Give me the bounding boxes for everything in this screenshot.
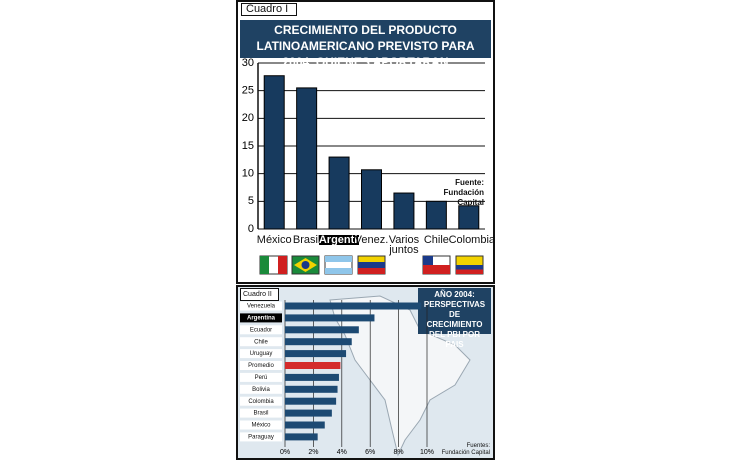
bar <box>285 302 422 310</box>
bar <box>285 373 339 381</box>
bar <box>285 397 337 405</box>
title-band <box>418 288 491 334</box>
y-tick-label: Argentina <box>247 315 276 321</box>
x-tick-label: México <box>256 234 292 246</box>
note: Fuente: Fundación Capital <box>443 178 484 207</box>
x-tick-label: Venez. <box>354 234 389 246</box>
label-box <box>240 325 282 335</box>
y-tick-label: Paraguay <box>248 434 274 440</box>
label-box <box>240 432 282 442</box>
x-tick-label: 4% <box>337 449 347 456</box>
x-tick-label: 2% <box>308 449 318 456</box>
bar <box>458 205 480 230</box>
label-box <box>240 301 282 311</box>
x-tick-label: 6% <box>365 449 375 456</box>
chart-title: CRECIMIENTO DEL PRODUCTO LATINOAMERICANO… <box>256 23 475 69</box>
x-tick-label: Colombia <box>448 234 496 246</box>
label-box <box>240 337 282 347</box>
label-box <box>240 313 282 323</box>
label-box <box>240 408 282 418</box>
y-tick-label: Colombia <box>248 399 274 405</box>
y-tick-label: 15 <box>242 140 254 152</box>
label-box <box>240 396 282 406</box>
bar <box>263 75 285 230</box>
y-tick-label: 30 <box>242 57 254 69</box>
x-tick-label: Argentina <box>318 234 371 246</box>
chart-header: Cuadro II <box>240 288 279 301</box>
y-tick-label: Brasil <box>253 411 268 417</box>
y-tick-label: Venezuela <box>247 304 276 310</box>
bar <box>285 314 375 322</box>
label-box <box>240 361 282 370</box>
y-tick-label: 5 <box>248 195 254 207</box>
x-tick-label: 10% <box>420 449 434 456</box>
label-box <box>240 384 282 394</box>
y-tick-label: 10 <box>242 168 254 180</box>
x-tick-label: 0% <box>280 449 290 456</box>
bar <box>425 200 447 230</box>
x-tick-label: Brasil <box>292 234 321 246</box>
x-tick-label: Chile <box>423 234 449 246</box>
x-tick-label: 8% <box>394 449 404 456</box>
y-tick-label: 20 <box>242 112 254 124</box>
label-box <box>240 372 282 382</box>
label-box <box>240 420 282 430</box>
y-tick-label: Bolivia <box>252 387 270 393</box>
title-band <box>240 20 491 58</box>
bar <box>285 338 352 346</box>
bar <box>285 362 341 369</box>
bar <box>285 409 332 417</box>
label-box <box>240 349 282 359</box>
y-tick-label: 25 <box>242 85 254 97</box>
y-tick-label: Chile <box>254 339 268 345</box>
bar <box>393 192 415 230</box>
x-tick-label: Varios juntos <box>388 234 420 256</box>
y-tick-label: Ecuador <box>250 327 272 333</box>
bar <box>296 87 318 230</box>
note: Fuentes: Fundación Capital <box>441 443 490 456</box>
bar <box>285 385 338 393</box>
chart-header: Cuadro I <box>241 3 298 16</box>
y-tick-label: 0 <box>248 223 254 235</box>
bar <box>285 326 359 334</box>
y-tick-label: Promedio <box>248 363 274 369</box>
bar <box>285 421 325 429</box>
y-tick-label: Uruguay <box>250 351 273 357</box>
bar <box>285 350 347 358</box>
bar <box>328 156 350 230</box>
y-tick-label: México <box>251 423 271 429</box>
bar <box>285 433 318 441</box>
flags <box>259 255 484 275</box>
bar <box>361 169 382 230</box>
y-tick-label: Perú <box>255 375 268 381</box>
chart-title: AÑO 2004: PERSPECTIVAS DE CRECIMIENTO DE… <box>423 290 486 349</box>
